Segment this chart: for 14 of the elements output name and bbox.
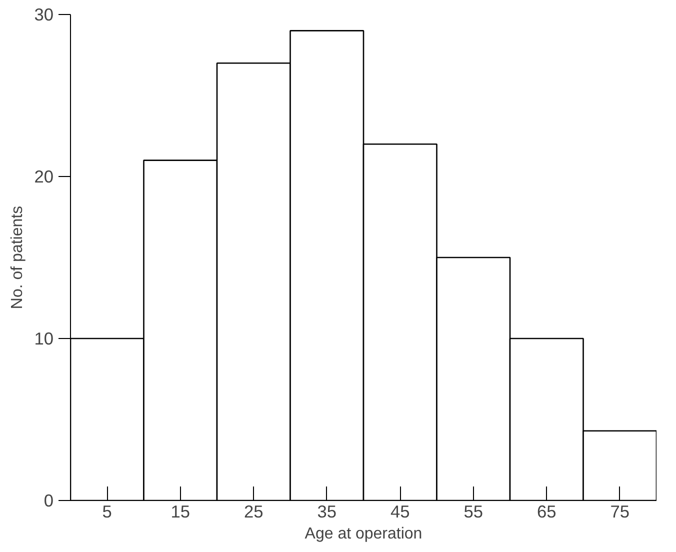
x-axis-title: Age at operation bbox=[304, 526, 422, 542]
y-tick-label: 20 bbox=[34, 166, 54, 186]
x-tick-label: 75 bbox=[610, 502, 630, 522]
x-tick-label: 45 bbox=[390, 502, 410, 522]
y-tick-label: 0 bbox=[44, 490, 54, 510]
x-tick-label: 35 bbox=[317, 502, 337, 522]
x-tick-label: 55 bbox=[464, 502, 484, 522]
x-tick-label: 65 bbox=[536, 502, 556, 522]
x-tick-label: 5 bbox=[102, 502, 112, 522]
y-axis-title: No. of patients bbox=[9, 206, 26, 310]
x-tick-label: 15 bbox=[170, 502, 190, 522]
y-tick-label: 10 bbox=[34, 328, 54, 348]
y-tick-label: 30 bbox=[34, 4, 54, 24]
x-tick-label: 25 bbox=[244, 502, 264, 522]
